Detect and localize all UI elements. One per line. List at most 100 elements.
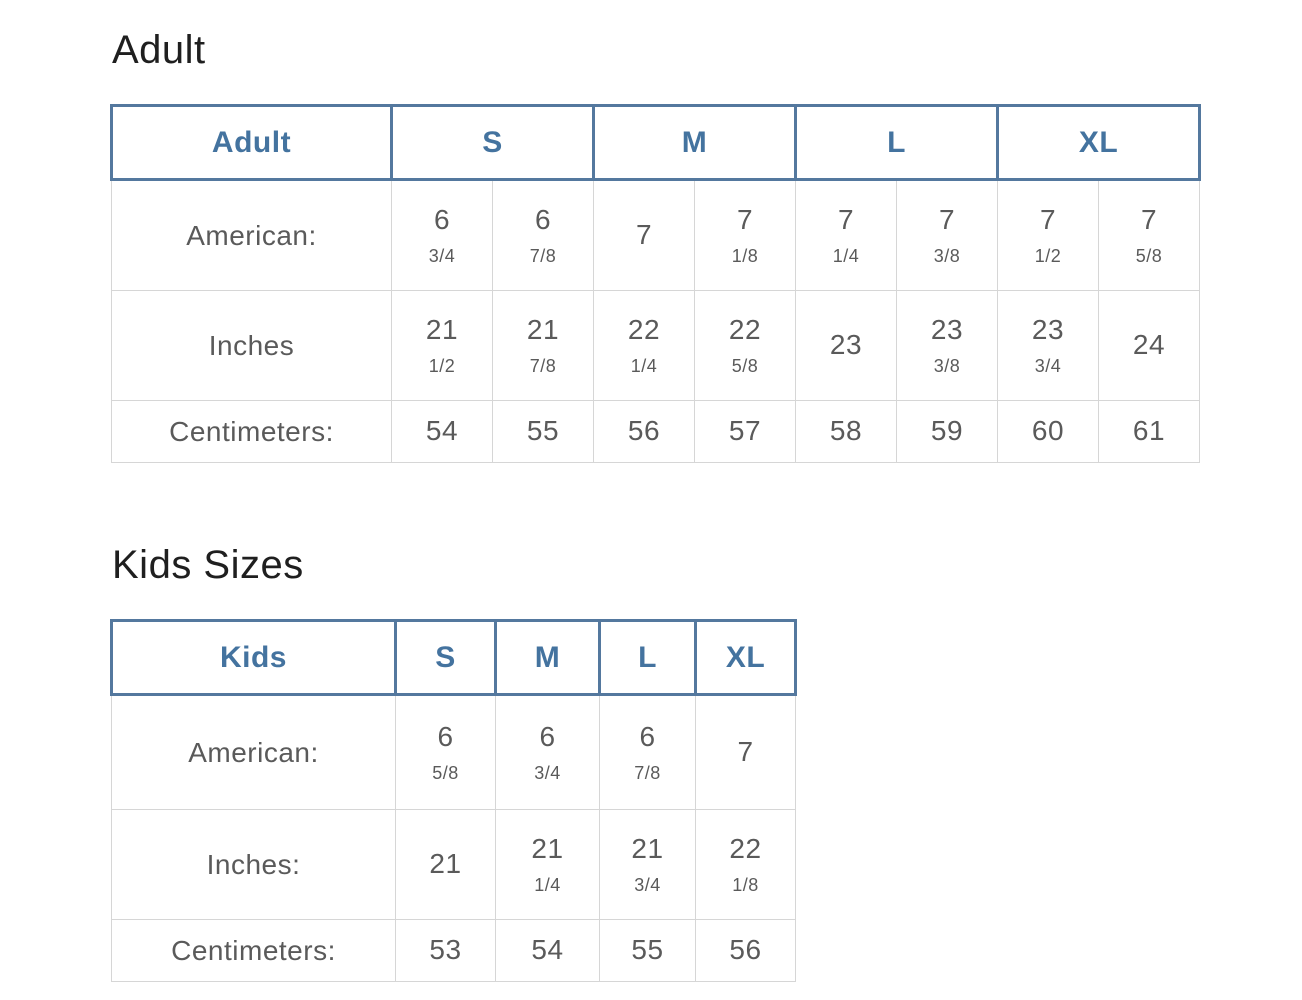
adult-american-row: American: 6 3/4 6 7/8 7 7 1/8 7 1/4 7 3/8 7 1/… xyxy=(111,179,1200,291)
value-main: 23 xyxy=(1031,313,1065,345)
value-main: 56 xyxy=(627,415,661,447)
value-main: 7 xyxy=(736,203,754,235)
kids-header-l: L xyxy=(598,619,697,696)
value-fraction: 1/4 xyxy=(832,245,860,266)
value-main: 57 xyxy=(728,415,762,447)
size-value-cell: 22 5/8 xyxy=(694,290,796,401)
kids-header-m: M xyxy=(494,619,601,696)
adult-centimeters-label: Centimeters: xyxy=(111,400,392,463)
kids-american-label: American: xyxy=(111,694,396,810)
value-main: 60 xyxy=(1031,415,1065,447)
size-value-cell: 55 xyxy=(599,919,696,982)
value-main: 22 xyxy=(729,832,762,864)
size-value-cell: 55 xyxy=(492,400,594,463)
size-value-cell: 6 7/8 xyxy=(599,694,696,810)
size-value-cell: 7 1/2 xyxy=(997,179,1099,291)
size-value-cell: 21 xyxy=(395,809,496,920)
size-value-cell: 7 1/4 xyxy=(795,179,897,291)
value-fraction: 7/8 xyxy=(529,355,557,376)
value-main: 6 xyxy=(639,720,656,752)
size-value-cell: 21 1/4 xyxy=(495,809,600,920)
kids-inches-label: Inches: xyxy=(111,809,396,920)
value-main: 61 xyxy=(1132,415,1166,447)
size-value-cell: 6 3/4 xyxy=(495,694,600,810)
value-main: 7 xyxy=(635,219,653,251)
size-value-cell: 54 xyxy=(391,400,493,463)
value-main: 54 xyxy=(531,934,564,966)
value-main: 53 xyxy=(429,934,462,966)
size-value-cell: 57 xyxy=(694,400,796,463)
adult-inches-label: Inches xyxy=(111,290,392,401)
adult-header-s: S xyxy=(390,104,595,181)
value-main: 6 xyxy=(539,720,556,752)
value-fraction: 1/2 xyxy=(428,355,456,376)
size-value-cell: 58 xyxy=(795,400,897,463)
value-main: 59 xyxy=(930,415,964,447)
size-value-cell: 23 xyxy=(795,290,897,401)
size-value-cell: 6 5/8 xyxy=(395,694,496,810)
value-main: 55 xyxy=(526,415,560,447)
size-value-cell: 24 xyxy=(1098,290,1200,401)
adult-header-label: Adult xyxy=(110,104,393,181)
size-value-cell: 23 3/8 xyxy=(896,290,998,401)
adult-section-title: Adult xyxy=(112,28,206,72)
value-main: 7 xyxy=(1140,203,1158,235)
value-main: 7 xyxy=(737,736,754,768)
size-value-cell: 7 5/8 xyxy=(1098,179,1200,291)
adult-centimeters-row: Centimeters: 54 55 56 57 58 59 60 61 xyxy=(111,400,1200,463)
size-value-cell: 53 xyxy=(395,919,496,982)
value-fraction: 3/8 xyxy=(933,245,961,266)
value-main: 21 xyxy=(526,313,560,345)
value-fraction: 7/8 xyxy=(529,245,557,266)
kids-header-row: Kids S M L XL xyxy=(110,619,797,696)
kids-header-xl: XL xyxy=(694,619,797,696)
value-main: 23 xyxy=(930,313,964,345)
value-fraction: 3/4 xyxy=(1034,355,1062,376)
value-main: 58 xyxy=(829,415,863,447)
value-main: 7 xyxy=(938,203,956,235)
size-value-cell: 22 1/4 xyxy=(593,290,695,401)
value-main: 21 xyxy=(531,832,564,864)
size-value-cell: 22 1/8 xyxy=(695,809,796,920)
value-main: 55 xyxy=(631,934,664,966)
size-value-cell: 56 xyxy=(695,919,796,982)
value-main: 7 xyxy=(1039,203,1057,235)
value-fraction: 5/8 xyxy=(432,762,459,783)
value-fraction: 3/4 xyxy=(634,874,661,895)
value-main: 54 xyxy=(425,415,459,447)
kids-header-s: S xyxy=(394,619,497,696)
value-fraction: 1/4 xyxy=(630,355,658,376)
size-value-cell: 7 3/8 xyxy=(896,179,998,291)
kids-american-row: American: 6 5/8 6 3/4 6 7/8 7 xyxy=(111,694,796,810)
value-fraction: 1/8 xyxy=(732,874,759,895)
size-value-cell: 7 xyxy=(695,694,796,810)
kids-centimeters-row: Centimeters: 53 54 55 56 xyxy=(111,919,796,982)
adult-size-table: Adult S M L XL American: 6 3/4 6 7/8 7 7 1/… xyxy=(110,104,1201,463)
value-main: 7 xyxy=(837,203,855,235)
value-fraction: 3/8 xyxy=(933,355,961,376)
size-value-cell: 21 1/2 xyxy=(391,290,493,401)
adult-american-label: American: xyxy=(111,179,392,291)
value-main: 23 xyxy=(829,329,863,361)
adult-inches-row: Inches 21 1/2 21 7/8 22 1/4 22 5/8 23 23 3/8 … xyxy=(111,290,1200,401)
value-fraction: 1/2 xyxy=(1034,245,1062,266)
kids-centimeters-label: Centimeters: xyxy=(111,919,396,982)
kids-size-table: Kids S M L XL American: 6 5/8 6 3/4 6 7/8 7… xyxy=(110,619,797,982)
value-main: 6 xyxy=(534,203,552,235)
size-value-cell: 60 xyxy=(997,400,1099,463)
size-value-cell: 23 3/4 xyxy=(997,290,1099,401)
value-fraction: 5/8 xyxy=(1135,245,1163,266)
value-main: 21 xyxy=(631,832,664,864)
value-main: 22 xyxy=(728,313,762,345)
value-main: 56 xyxy=(729,934,762,966)
value-main: 21 xyxy=(425,313,459,345)
kids-section-title: Kids Sizes xyxy=(112,543,304,587)
size-value-cell: 21 7/8 xyxy=(492,290,594,401)
size-value-cell: 54 xyxy=(495,919,600,982)
kids-inches-row: Inches: 21 21 1/4 21 3/4 22 1/8 xyxy=(111,809,796,920)
kids-header-label: Kids xyxy=(110,619,397,696)
adult-header-xl: XL xyxy=(996,104,1201,181)
size-value-cell: 56 xyxy=(593,400,695,463)
size-value-cell: 6 3/4 xyxy=(391,179,493,291)
adult-header-row: Adult S M L XL xyxy=(110,104,1201,181)
